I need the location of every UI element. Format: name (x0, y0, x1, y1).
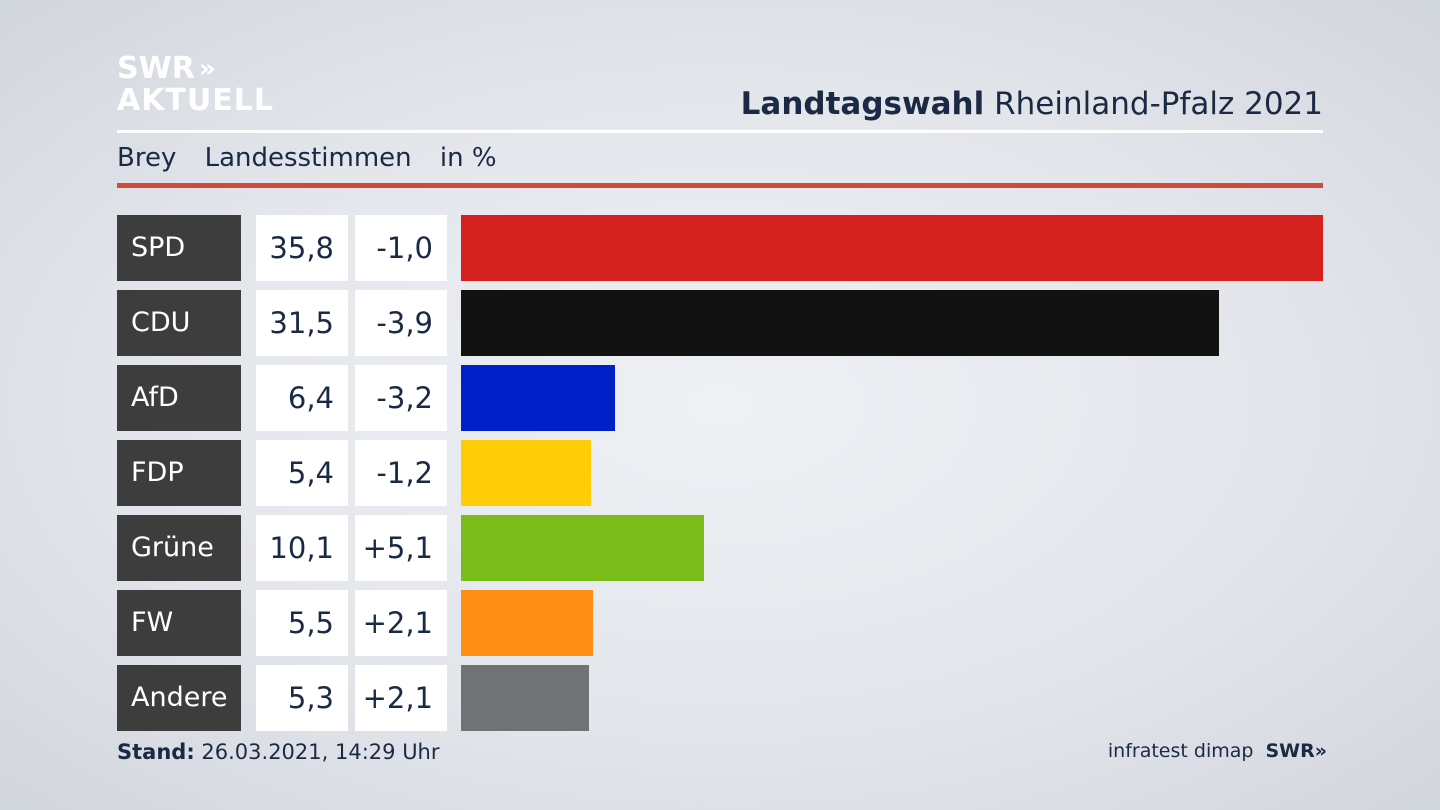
result-bar (461, 665, 589, 731)
result-row: FW 5,5 +2,1 (117, 590, 1323, 656)
change-value: -3,9 (355, 290, 447, 356)
result-row: CDU 31,5 -3,9 (117, 290, 1323, 356)
party-label: FDP (117, 440, 241, 506)
change-value: +5,1 (355, 515, 447, 581)
vote-share-value: 10,1 (256, 515, 348, 581)
result-row: Grüne 10,1 +5,1 (117, 515, 1323, 581)
stand-label: Stand: (117, 740, 195, 764)
change-value: +2,1 (355, 590, 447, 656)
subtitle-type: Landesstimmen (204, 143, 412, 173)
accent-divider (117, 183, 1323, 188)
vote-share-value: 5,3 (256, 665, 348, 731)
result-row: AfD 6,4 -3,2 (117, 365, 1323, 431)
vote-share-value: 6,4 (256, 365, 348, 431)
result-bar (461, 290, 1220, 356)
source-credit: infratest dimap SWR» (1107, 740, 1327, 762)
party-label: SPD (117, 215, 241, 281)
result-row: SPD 35,8 -1,0 (117, 215, 1323, 281)
title-bold: Landtagswahl (740, 86, 985, 122)
change-value: +2,1 (355, 665, 447, 731)
result-bar (461, 590, 594, 656)
logo-aktuell: AKTUELL (117, 83, 275, 118)
logo-chevrons-icon: » (198, 54, 216, 84)
change-value: -1,2 (355, 440, 447, 506)
result-bar (461, 215, 1323, 281)
stand-value: 26.03.2021, 14:29 Uhr (201, 740, 440, 764)
source-label: infratest dimap (1107, 740, 1254, 762)
subtitle-place: Brey (117, 143, 177, 173)
title-rest: Rheinland-Pfalz 2021 (994, 86, 1323, 122)
party-label: CDU (117, 290, 241, 356)
result-row: FDP 5,4 -1,2 (117, 440, 1323, 506)
footer-swr-text: SWR (1265, 740, 1315, 762)
result-bar (461, 515, 705, 581)
logo-swr: SWR (117, 51, 195, 86)
swr-aktuell-logo: SWR» AKTUELL (117, 54, 274, 116)
result-bar (461, 440, 592, 506)
footer-chevrons-icon: » (1314, 740, 1327, 762)
page-title: Landtagswahl Rheinland-Pfalz 2021 (741, 86, 1323, 122)
vote-share-value: 5,5 (256, 590, 348, 656)
subtitle-unit: in % (439, 143, 497, 173)
change-value: -1,0 (355, 215, 447, 281)
result-bar (461, 365, 616, 431)
party-label: Grüne (117, 515, 241, 581)
subtitle: Brey Landesstimmen in % (117, 143, 517, 173)
party-label: AfD (117, 365, 241, 431)
header-divider (117, 130, 1323, 133)
vote-share-value: 31,5 (256, 290, 348, 356)
vote-share-value: 5,4 (256, 440, 348, 506)
timestamp: Stand: 26.03.2021, 14:29 Uhr (117, 740, 440, 764)
party-label: FW (117, 590, 241, 656)
party-label: Andere (117, 665, 241, 731)
vote-share-value: 35,8 (256, 215, 348, 281)
result-row: Andere 5,3 +2,1 (117, 665, 1323, 731)
change-value: -3,2 (355, 365, 447, 431)
footer-swr-logo: SWR» (1265, 740, 1327, 762)
